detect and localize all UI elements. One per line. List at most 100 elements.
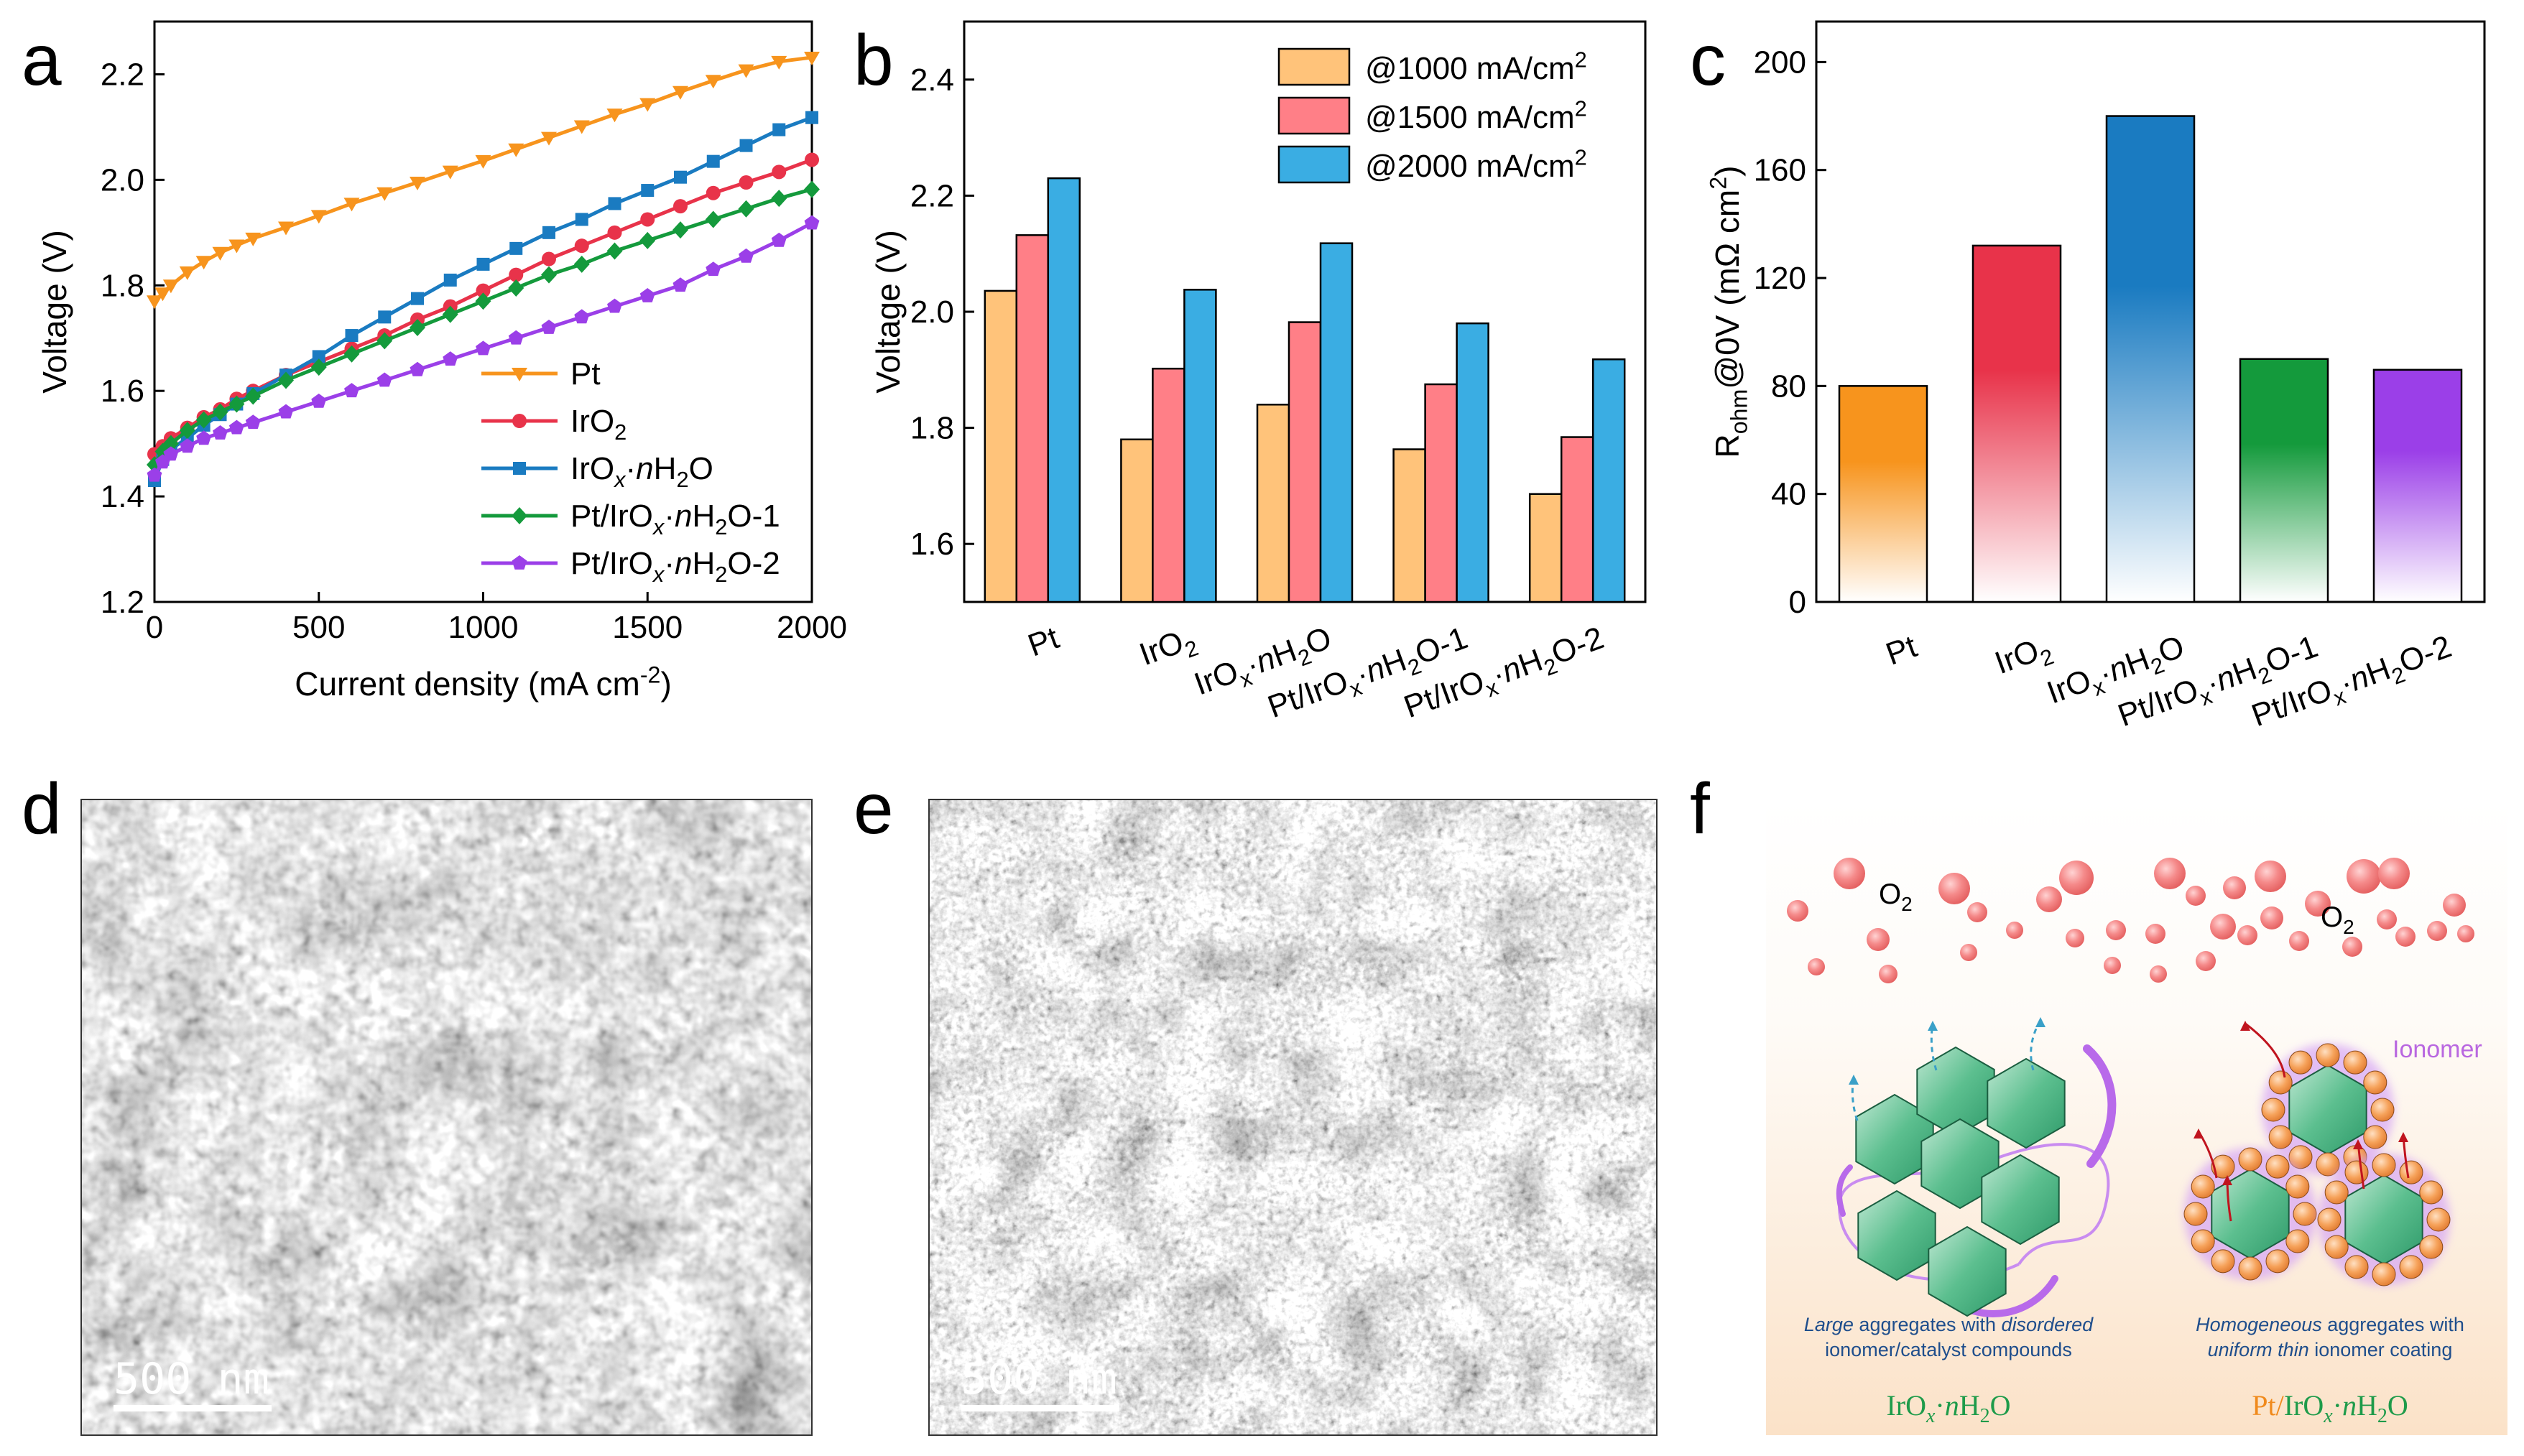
series-point-1 [673,199,688,214]
series-point-4 [311,393,327,408]
pt-nanoparticle [2288,1145,2313,1169]
panel-letter-d: d [22,769,62,849]
series-point-4 [163,446,179,461]
o2-bubble [1867,928,1890,951]
pt-nanoparticle [2324,1180,2349,1205]
o2-bubble [2196,951,2216,971]
legend-swatch-b-0 [1277,47,1351,86]
series-point-3 [310,358,327,376]
series-point-0 [147,295,162,310]
xtick-label-a: 0 [146,610,163,645]
ytick-label-a: 2.2 [101,57,144,92]
series-point-4 [607,298,622,313]
series-point-0 [475,154,491,169]
legend-marker-4 [512,555,527,570]
o2-bubble [1938,873,1970,904]
series-point-3 [278,371,294,389]
pt-nanoparticle [2268,1125,2293,1149]
o2-bubble [2395,927,2416,947]
series-point-4 [476,340,491,356]
series-point-3 [475,292,491,310]
bar-b-1 [1424,383,1458,603]
o2-bubble [2223,876,2246,899]
ionomer-strand [1836,1164,1853,1217]
o2-bubble [2427,921,2447,941]
o2-bubble [2378,858,2410,889]
disordered-aggregate [1836,1017,2117,1317]
series-point-2 [509,241,523,255]
series-point-3 [228,395,245,413]
series-point-3 [738,200,754,218]
o2-bubble [2443,894,2466,917]
ytick-label-c: 160 [1754,153,1806,188]
scalebar-label-d: 500 nm [114,1354,269,1404]
series-point-2 [805,111,818,124]
series-point-0 [705,75,721,89]
left-formula-title: IrOx·nH2O [1886,1389,2010,1427]
series-point-3 [245,387,262,405]
legend-marker-0 [512,368,527,381]
pt-nanoparticle [2316,1152,2340,1177]
pt-nanoparticle [2370,1098,2395,1122]
ytick-label-a: 1.6 [101,374,144,409]
ytick-label-c: 120 [1754,261,1806,296]
series-point-4 [410,361,425,376]
bar-b-0 [1392,448,1426,603]
series-point-2 [575,213,588,226]
panel-letter-e: e [854,769,894,849]
xtick-label-c: IrOx·nH2O [2043,629,2191,716]
o2-bubbles [1787,858,2474,983]
ytick-label-b: 2.2 [910,178,954,213]
pt-nanoparticle [2183,1202,2208,1226]
right-caption-line1: Homogeneous aggregates with [2196,1314,2464,1335]
legend-label-0: Pt [570,356,601,391]
arrow-head [1849,1075,1859,1085]
pt-nanoparticle [2344,1255,2369,1279]
legend-label-b-1: @1500 mA/cm2 [1365,96,1587,135]
pt-nanoparticle [2372,1262,2396,1286]
ytick-label-b: 1.8 [910,411,954,446]
series-point-3 [705,210,721,228]
legend-label-2: IrOx·nH2O [570,451,713,492]
ytick-label-b: 1.6 [910,527,954,562]
bar-b-1 [1560,436,1594,603]
legend-label-b-2: @2000 mA/cm2 [1365,144,1587,184]
series-point-4 [639,287,655,302]
o2-bubble [2289,931,2309,951]
bar-b-2 [1183,289,1217,603]
series-point-2 [476,257,490,271]
right-formula-title: Pt/IrOx·nH2O [2252,1389,2408,1427]
o2-bubble [1808,958,1825,975]
series-point-0 [212,246,228,261]
catalyst-hexagon [1857,1190,1936,1281]
series-point-3 [442,305,458,323]
bar-b-2 [1591,358,1626,603]
series-point-2 [378,310,392,324]
series-point-4 [541,320,557,334]
pt-nanoparticle [2399,1255,2423,1279]
bar-c [2372,368,2463,603]
sem-image-e: 500 nm [928,799,1658,1436]
o2-bubble [2066,929,2084,947]
scalebar-e [961,1405,1119,1411]
o2-bubble [2036,886,2062,912]
legend-label-1: IrO2 [570,404,627,445]
xtick-label-b: Pt/IrOx·nH2O-1 [1263,620,1474,730]
series-point-1 [509,267,524,282]
pt-nanoparticle [2419,1180,2444,1205]
pt-nanoparticle [2363,1125,2387,1149]
xtick-label-a: 1000 [448,610,519,645]
o2-bubble [2255,861,2286,892]
xtick-label-a: 2000 [777,610,847,645]
catalyst-hexagon [1928,1225,2007,1317]
o2-bubble [2377,909,2397,929]
series-point-3 [410,319,425,337]
series-point-1 [772,164,787,180]
ytick-label-b: 2.0 [910,295,954,330]
bar-b-0 [984,289,1018,603]
bar-c [2105,115,2196,603]
series-point-0 [442,165,458,180]
o2-bubble [2145,924,2165,944]
pt-nanoparticle [2324,1235,2349,1259]
